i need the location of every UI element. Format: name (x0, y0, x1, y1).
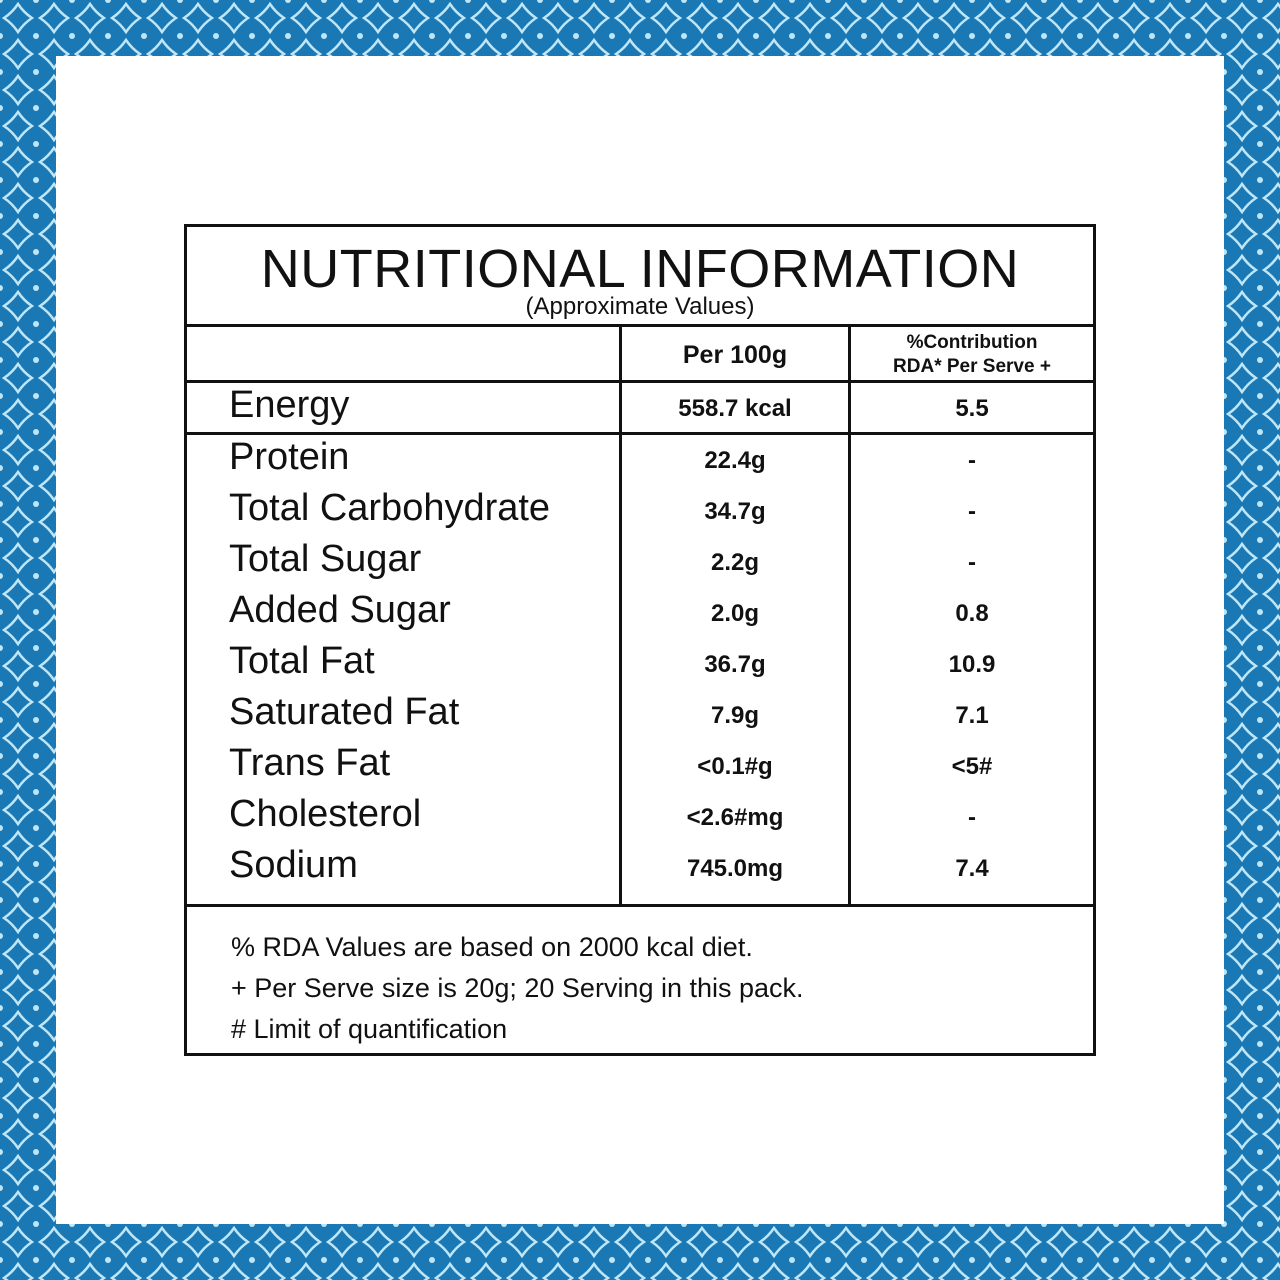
nutrient-name: Cholesterol (229, 793, 422, 835)
label-title: NUTRITIONAL INFORMATION (260, 239, 1020, 299)
footnotes: % RDA Values are based on 2000 kcal diet… (231, 927, 1071, 1050)
nutrient-rda: 7.4 (955, 855, 989, 882)
nutrient-value: 2.2g (710, 549, 760, 576)
nutrient-value: <2.6#mg (686, 804, 784, 831)
nutrient-name: Total Fat (229, 640, 375, 682)
rda-header: %Contribution RDA* Per Serve + (851, 331, 1093, 379)
table-row: Sodium 745.0mg 7.4 (187, 843, 1093, 895)
column-divider (848, 327, 851, 905)
table-row: Total Carbohydrate 34.7g - (187, 486, 1093, 538)
rda-header-line2: RDA* Per Serve + (893, 356, 1051, 377)
per-100g-header: Per 100g (682, 341, 788, 369)
table-bottom-rule (187, 904, 1093, 907)
table-row: Total Sugar 2.2g - (187, 537, 1093, 589)
table-row: Total Fat 36.7g 10.9 (187, 639, 1093, 691)
energy-row: Energy 558.7 kcal 5.5 (187, 383, 1093, 435)
nutrition-label: NUTRITIONAL INFORMATION (Approximate Val… (184, 224, 1096, 1056)
nutrient-value: 558.7 kcal (678, 395, 792, 422)
footnote: # Limit of quantification (231, 1014, 508, 1044)
nutrient-value: <0.1#g (697, 753, 773, 780)
table-row: Trans Fat <0.1#g <5# (187, 741, 1093, 793)
table-row: Protein 22.4g - (187, 435, 1093, 487)
nutrient-name: Added Sugar (229, 589, 451, 631)
nutrient-name: Saturated Fat (229, 691, 460, 733)
nutrient-name: Protein (229, 436, 350, 478)
label-subtitle: (Approximate Values) (525, 293, 755, 320)
nutrient-rda: - (968, 804, 976, 831)
nutrient-name: Energy (229, 384, 350, 426)
nutrient-rda: 0.8 (955, 600, 989, 627)
nutrient-rda: 10.9 (948, 651, 996, 678)
nutrient-rda: - (968, 549, 976, 576)
nutrient-rda: - (968, 447, 976, 474)
nutrient-value: 36.7g (704, 651, 766, 678)
table-row: Cholesterol <2.6#mg - (187, 792, 1093, 844)
nutrient-name: Total Sugar (229, 538, 422, 580)
nutrient-value: 745.0mg (686, 855, 784, 882)
nutrient-name: Trans Fat (229, 742, 391, 784)
nutrient-name: Sodium (229, 844, 358, 886)
table-row: Added Sugar 2.0g 0.8 (187, 588, 1093, 640)
header-row: Per 100g %Contribution RDA* Per Serve + (187, 327, 1093, 383)
table-row: Saturated Fat 7.9g 7.1 (187, 690, 1093, 742)
nutrient-rda: <5# (951, 753, 993, 780)
nutrient-rda: 5.5 (955, 395, 989, 422)
footnote: % RDA Values are based on 2000 kcal diet… (231, 932, 753, 962)
nutrient-value: 7.9g (710, 702, 760, 729)
nutrient-value: 22.4g (704, 447, 766, 474)
rda-header-line1: %Contribution (906, 332, 1038, 353)
title-block: NUTRITIONAL INFORMATION (Approximate Val… (187, 227, 1093, 327)
footnote: + Per Serve size is 20g; 20 Serving in t… (231, 973, 804, 1003)
nutrient-rda: - (968, 498, 976, 525)
nutrient-value: 34.7g (704, 498, 766, 525)
nutrient-value: 2.0g (710, 600, 760, 627)
nutrient-name: Total Carbohydrate (229, 487, 551, 529)
nutrient-rda: 7.1 (955, 702, 989, 729)
column-divider (619, 327, 622, 905)
